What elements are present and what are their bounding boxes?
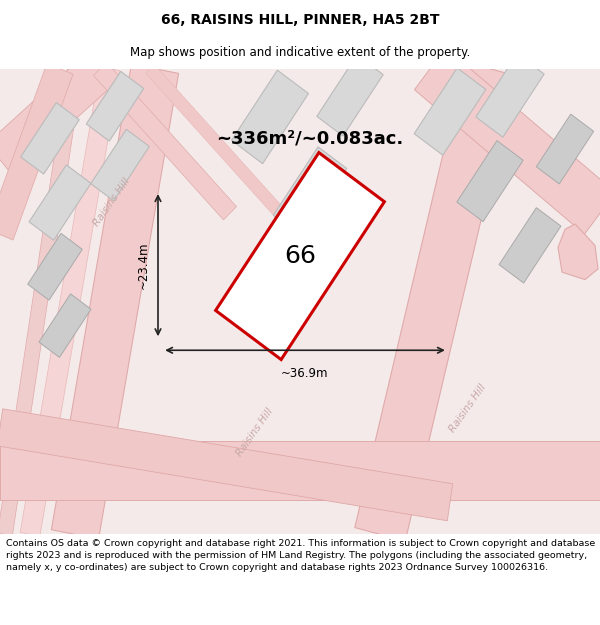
Polygon shape <box>0 409 452 521</box>
Polygon shape <box>457 141 523 222</box>
Polygon shape <box>21 102 79 174</box>
Polygon shape <box>499 208 561 283</box>
Polygon shape <box>355 62 515 541</box>
Polygon shape <box>414 68 486 155</box>
Polygon shape <box>536 114 593 184</box>
Polygon shape <box>86 71 143 141</box>
Text: Map shows position and indicative extent of the property.: Map shows position and indicative extent… <box>130 46 470 59</box>
Polygon shape <box>146 64 284 218</box>
Polygon shape <box>0 69 600 534</box>
Polygon shape <box>91 129 149 201</box>
Polygon shape <box>0 63 73 240</box>
Polygon shape <box>20 67 120 536</box>
Polygon shape <box>476 54 544 138</box>
Polygon shape <box>558 224 598 279</box>
Polygon shape <box>0 441 600 499</box>
Text: Raisins Hill: Raisins Hill <box>448 382 488 434</box>
Text: ~36.9m: ~36.9m <box>281 368 329 381</box>
Polygon shape <box>94 62 236 220</box>
Polygon shape <box>215 152 385 359</box>
Polygon shape <box>28 233 82 300</box>
Polygon shape <box>39 294 91 358</box>
Text: ~336m²/~0.083ac.: ~336m²/~0.083ac. <box>217 129 404 148</box>
Text: ~23.4m: ~23.4m <box>137 241 150 289</box>
Text: Raisins Hill: Raisins Hill <box>92 177 132 229</box>
Text: 66: 66 <box>284 244 316 268</box>
Polygon shape <box>273 147 347 237</box>
Polygon shape <box>232 70 308 164</box>
Polygon shape <box>0 68 82 536</box>
Text: Contains OS data © Crown copyright and database right 2021. This information is : Contains OS data © Crown copyright and d… <box>6 539 595 572</box>
Polygon shape <box>415 48 600 234</box>
Polygon shape <box>0 52 113 176</box>
Polygon shape <box>52 64 179 539</box>
Text: 66, RAISINS HILL, PINNER, HA5 2BT: 66, RAISINS HILL, PINNER, HA5 2BT <box>161 13 439 27</box>
Text: Raisins Hill: Raisins Hill <box>235 407 275 459</box>
Polygon shape <box>317 55 383 136</box>
Polygon shape <box>29 165 91 240</box>
